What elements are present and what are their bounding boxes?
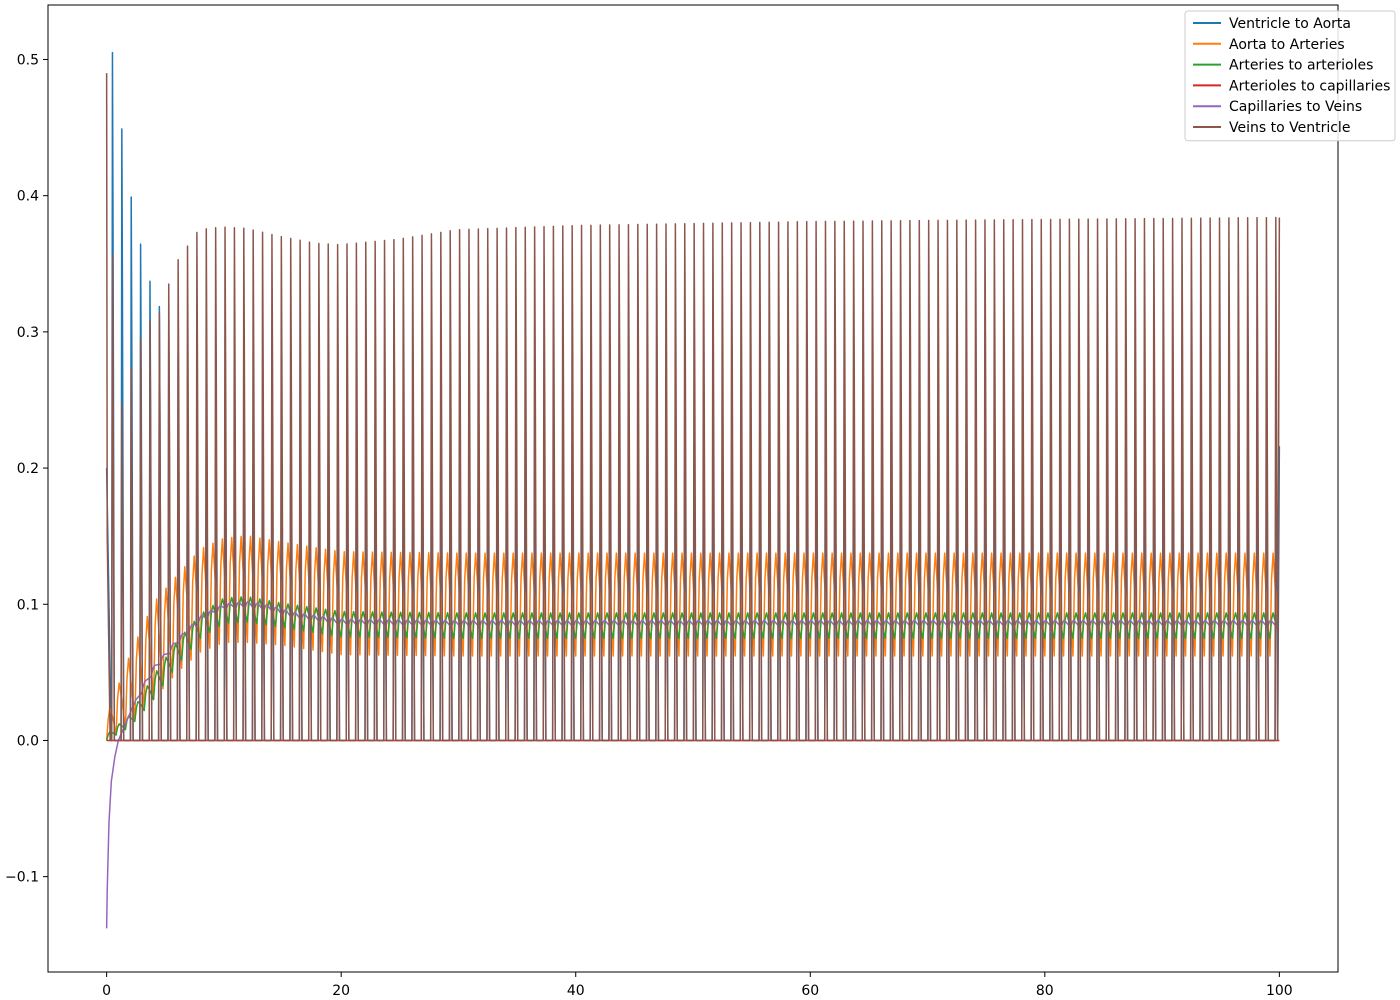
y-tick-label: 0.4 [17, 189, 39, 205]
y-tick-label: 0.2 [17, 461, 39, 477]
series-line-veins-to-ventricle [105, 73, 1281, 742]
y-axis: −0.1 0.0 0.1 0.2 0.3 0.4 0.5 [5, 52, 48, 886]
y-tick-label: 0.5 [17, 52, 39, 68]
legend-frame [1184, 10, 1396, 142]
x-tick-label: 60 [801, 983, 819, 999]
plot-area [47, 4, 1339, 973]
x-tick-label: 20 [332, 983, 350, 999]
legend-label-ventricle-to-aorta: Ventricle to Aorta [1229, 16, 1351, 32]
x-tick-label: 0 [102, 983, 111, 999]
x-tick-label: 80 [1036, 983, 1054, 999]
legend-label-arteries-to-arterioles: Arteries to arterioles [1229, 58, 1373, 74]
legend-label-veins-to-ventricle: Veins to Ventricle [1229, 120, 1350, 136]
legend-label-aorta-to-arteries: Aorta to Arteries [1229, 37, 1345, 53]
legend-label-capillaries-to-veins: Capillaries to Veins [1229, 99, 1362, 115]
x-tick-label: 40 [567, 983, 585, 999]
series-group [105, 51, 1281, 929]
y-tick-label: 0.3 [17, 325, 39, 341]
axes-frame [47, 4, 1339, 973]
y-tick-label: 0.1 [17, 597, 39, 613]
legend: Ventricle to Aorta Aorta to Arteries Arter… [1184, 10, 1396, 142]
x-axis: 0 20 40 60 80 100 [102, 972, 1293, 999]
legend-label-arterioles-to-capillaries: Arterioles to capillaries [1229, 78, 1390, 94]
y-tick-label: −0.1 [5, 870, 39, 886]
y-tick-label: 0.0 [17, 733, 39, 749]
x-tick-label: 100 [1266, 983, 1293, 999]
